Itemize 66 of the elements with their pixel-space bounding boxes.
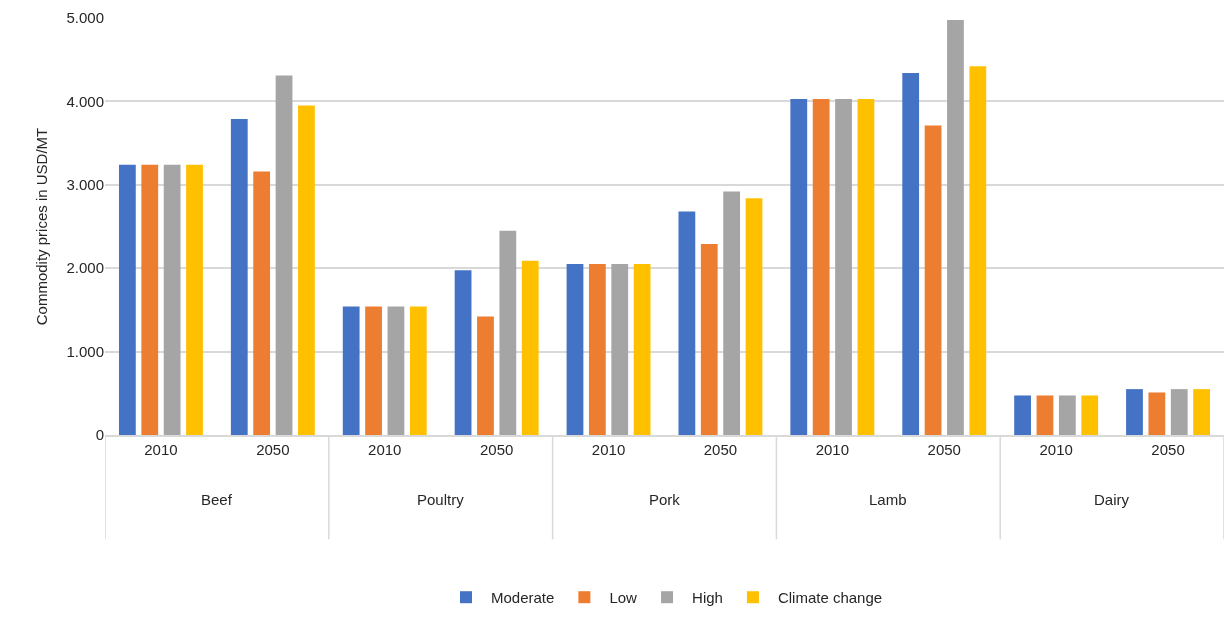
bar bbox=[633, 264, 651, 435]
y-tick-label: 4.000 bbox=[66, 92, 104, 110]
bar bbox=[700, 244, 718, 435]
bar bbox=[790, 98, 808, 435]
bar bbox=[1148, 392, 1166, 435]
y-axis-title: Commodity prices in USD/MT bbox=[32, 127, 50, 326]
bar bbox=[678, 211, 696, 435]
bar bbox=[521, 260, 539, 435]
bar bbox=[477, 316, 494, 435]
bar bbox=[924, 125, 942, 435]
text: Beef bbox=[201, 491, 233, 508]
bar bbox=[230, 118, 248, 435]
bar bbox=[1014, 395, 1031, 435]
bar bbox=[566, 264, 584, 435]
y-tick-label: 0 bbox=[95, 426, 104, 444]
bar bbox=[1126, 389, 1143, 435]
bar bbox=[387, 306, 405, 435]
bar bbox=[835, 98, 852, 435]
bar bbox=[1058, 395, 1076, 435]
bar bbox=[723, 191, 741, 435]
bar bbox=[342, 306, 360, 435]
x-tick-label: 2010 bbox=[144, 440, 178, 458]
bar bbox=[365, 306, 382, 435]
legend-label: Moderate bbox=[491, 589, 555, 607]
legend-label: Low bbox=[609, 589, 638, 607]
bar bbox=[902, 73, 920, 435]
legend-label: Climate change bbox=[777, 589, 883, 607]
x-tick-label: 2050 bbox=[927, 440, 961, 458]
bar bbox=[298, 105, 315, 435]
x-tick-label: 2010 bbox=[591, 440, 626, 458]
bar bbox=[969, 66, 987, 435]
bar bbox=[499, 230, 517, 435]
bar bbox=[186, 164, 203, 435]
bar bbox=[275, 75, 293, 435]
bar bbox=[1170, 389, 1188, 435]
bar bbox=[253, 171, 271, 435]
bar bbox=[588, 264, 606, 435]
bar bbox=[1036, 395, 1054, 435]
bar bbox=[745, 198, 763, 435]
x-tick-label: 2010 bbox=[1039, 440, 1073, 458]
bar bbox=[812, 98, 830, 435]
text: Poultry bbox=[417, 491, 465, 508]
bar bbox=[454, 270, 472, 435]
bar bbox=[141, 164, 159, 435]
bar bbox=[163, 164, 181, 435]
y-tick-label: 2.000 bbox=[66, 259, 104, 277]
bar bbox=[947, 20, 964, 435]
legend-label: High bbox=[692, 589, 723, 607]
x-tick-label: 2050 bbox=[1151, 440, 1185, 458]
x-tick-label: 2050 bbox=[703, 440, 738, 458]
y-tick-label: 3.000 bbox=[66, 176, 104, 194]
bar bbox=[409, 306, 427, 435]
bar bbox=[1081, 395, 1099, 435]
x-tick-label: 2010 bbox=[815, 440, 850, 458]
x-tick-label: 2010 bbox=[368, 440, 402, 458]
x-tick-label: 2050 bbox=[256, 440, 290, 458]
text: Dairy bbox=[1094, 491, 1130, 508]
bar bbox=[118, 164, 136, 435]
text: Pork bbox=[649, 491, 681, 508]
y-tick-label: 1.000 bbox=[66, 342, 104, 360]
text: Lamb bbox=[869, 491, 907, 508]
x-tick-label: 2050 bbox=[479, 440, 514, 458]
bar bbox=[857, 98, 875, 435]
y-tick-label: 5.000 bbox=[66, 9, 104, 27]
bar bbox=[1193, 389, 1211, 435]
bar bbox=[611, 264, 629, 435]
